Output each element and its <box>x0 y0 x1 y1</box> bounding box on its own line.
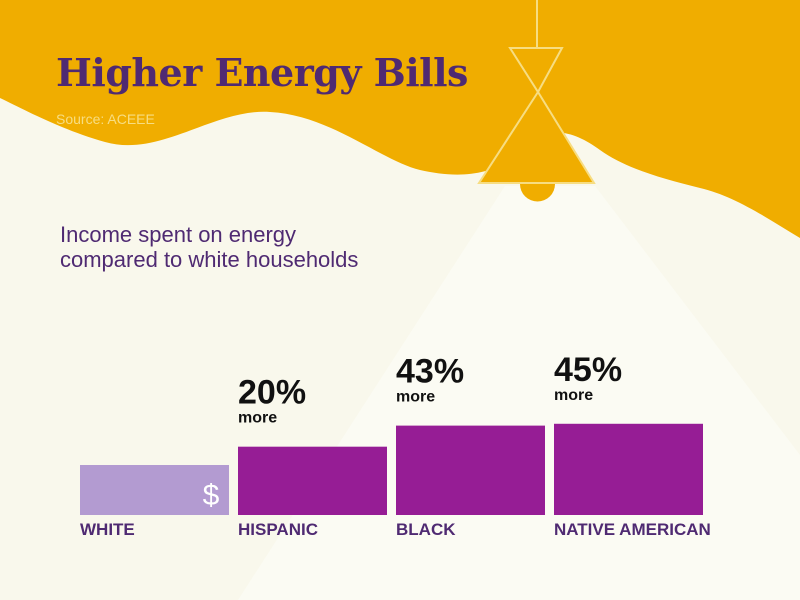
bar <box>80 465 229 515</box>
subtitle-line-2: compared to white households <box>60 247 359 272</box>
pendant-lamp-icon <box>477 0 596 202</box>
subtitle-line-1: Income spent on energy <box>60 222 297 247</box>
data-label: 20% <box>238 374 306 412</box>
data-sublabel: more <box>554 387 593 404</box>
category-label: HISPANIC <box>238 520 318 539</box>
page-title: Higher Energy Bills <box>56 50 468 95</box>
chart-subtitle: Income spent on energy compared to white… <box>60 222 358 272</box>
category-label: WHITE <box>80 520 135 539</box>
dollar-sign-icon: $ <box>203 479 220 512</box>
data-label: 43% <box>396 353 464 391</box>
bar <box>238 446 387 515</box>
category-label: NATIVE AMERICAN <box>554 520 711 539</box>
bar <box>554 423 703 515</box>
data-label: 45% <box>554 351 622 389</box>
data-sublabel: more <box>396 389 435 406</box>
source-credit: Source: ACEEE <box>56 111 155 127</box>
data-sublabel: more <box>238 410 277 427</box>
bar <box>396 425 545 515</box>
category-label: BLACK <box>396 520 456 539</box>
orange-banner <box>0 0 800 238</box>
